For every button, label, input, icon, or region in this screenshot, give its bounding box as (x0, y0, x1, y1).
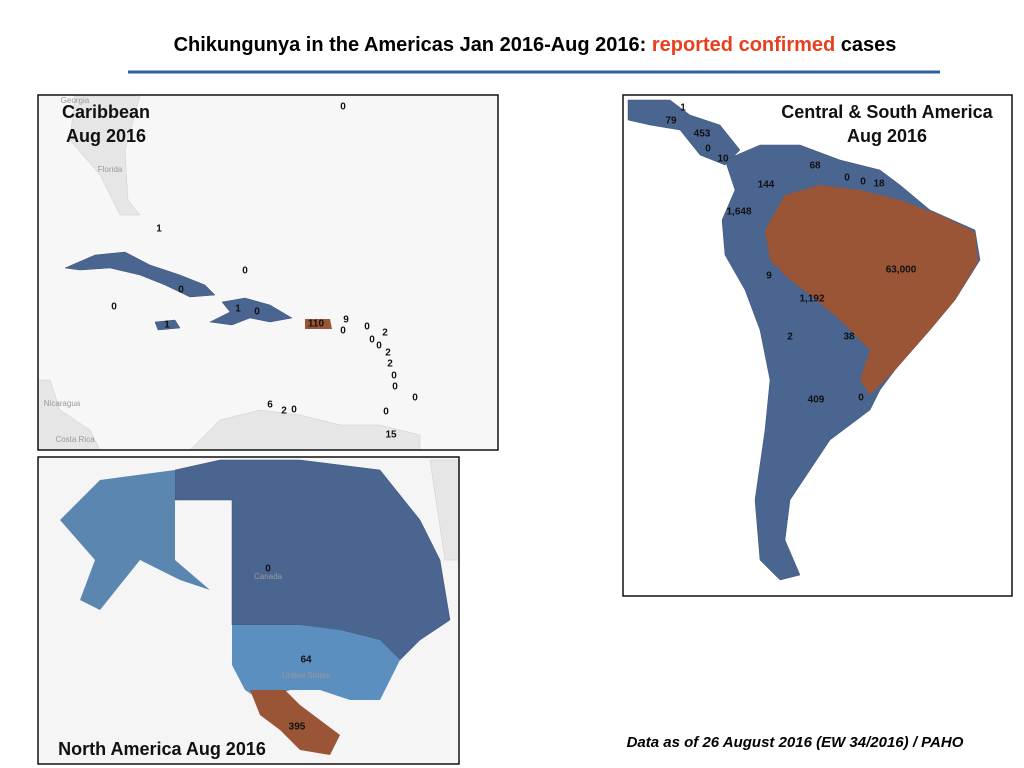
case-count: 2 (281, 406, 287, 417)
caribbean-map (37, 94, 499, 451)
case-count: 0 (858, 393, 864, 404)
hispaniola (209, 297, 293, 326)
united-states (232, 625, 400, 700)
case-count: 395 (289, 722, 306, 733)
place-name: Florida (98, 165, 123, 174)
place-name: Georgia (61, 96, 90, 105)
case-count: 0 (383, 407, 389, 418)
case-count: 0 (844, 173, 850, 184)
case-count: 0 (392, 382, 398, 393)
case-count: 0 (242, 266, 248, 277)
case-count: 0 (178, 285, 184, 296)
case-count: 9 (766, 271, 772, 282)
case-count: 10 (717, 154, 729, 165)
case-count: 0 (376, 341, 382, 352)
mexico (250, 690, 340, 755)
map-heading: Caribbean (62, 102, 150, 122)
case-count: 144 (758, 180, 775, 191)
place-name: Canada (254, 572, 283, 581)
map-frame (37, 94, 499, 451)
map-frame (37, 456, 460, 765)
case-count: 0 (705, 144, 711, 155)
case-count: 2 (387, 359, 393, 370)
case-count: 453 (694, 129, 711, 140)
case-count: 0 (412, 393, 418, 404)
case-count: 38 (843, 332, 855, 343)
case-count: 1 (235, 304, 241, 315)
case-count: 0 (364, 322, 370, 333)
brazil (765, 185, 978, 395)
case-count: 6 (267, 400, 273, 411)
place-name: United States (282, 671, 330, 680)
land (69, 95, 141, 216)
jamaica (154, 319, 181, 331)
map-heading: North America Aug 2016 (58, 739, 266, 759)
map-heading: Aug 2016 (847, 126, 927, 146)
case-count: 15 (385, 430, 397, 441)
case-count: 0 (391, 371, 397, 382)
cuba (64, 251, 216, 298)
case-count: 68 (809, 161, 821, 172)
title: Chikungunya in the Americas Jan 2016-Aug… (174, 34, 897, 56)
case-count: 110 (308, 319, 325, 330)
alaska (60, 470, 210, 610)
case-count: 0 (291, 405, 297, 416)
central-america (627, 99, 741, 166)
map-frame (622, 94, 1013, 597)
land (189, 409, 421, 451)
case-count: 1,648 (726, 207, 751, 218)
case-count: 0 (340, 102, 346, 113)
case-count: 79 (665, 116, 677, 127)
case-count: 0 (265, 564, 271, 575)
south-america-map (622, 94, 1013, 597)
case-count: 0 (369, 335, 375, 346)
north-america-map (37, 456, 460, 765)
case-count: 2 (787, 332, 793, 343)
case-count: 1 (680, 103, 686, 114)
case-count: 1 (156, 224, 162, 235)
case-count: 9 (343, 315, 349, 326)
footer: Data as of 26 August 2016 (EW 34/2016) /… (627, 734, 964, 751)
case-count: 64 (300, 655, 312, 666)
case-count: 0 (860, 177, 866, 188)
case-count: 63,000 (886, 265, 917, 276)
place-name: Nicaragua (44, 399, 81, 408)
case-count: 409 (808, 395, 825, 406)
case-count: 0 (340, 326, 346, 337)
case-count: 2 (385, 348, 391, 359)
case-count: 0 (254, 307, 260, 318)
map-heading: Central & South America (781, 102, 993, 122)
case-count: 1 (164, 320, 170, 331)
place-name: Costa Rica (55, 435, 95, 444)
case-count: 1,192 (799, 294, 824, 305)
map-heading: Aug 2016 (66, 126, 146, 146)
case-count: 0 (111, 302, 117, 313)
case-count: 18 (873, 179, 885, 190)
title-start: Chikungunya in the Americas Jan 2016-Aug… (174, 34, 652, 56)
puerto-rico (305, 319, 332, 329)
title-end: cases (835, 34, 896, 56)
canada (174, 459, 451, 661)
case-count: 2 (382, 328, 388, 339)
title-highlight: reported confirmed (652, 34, 835, 56)
